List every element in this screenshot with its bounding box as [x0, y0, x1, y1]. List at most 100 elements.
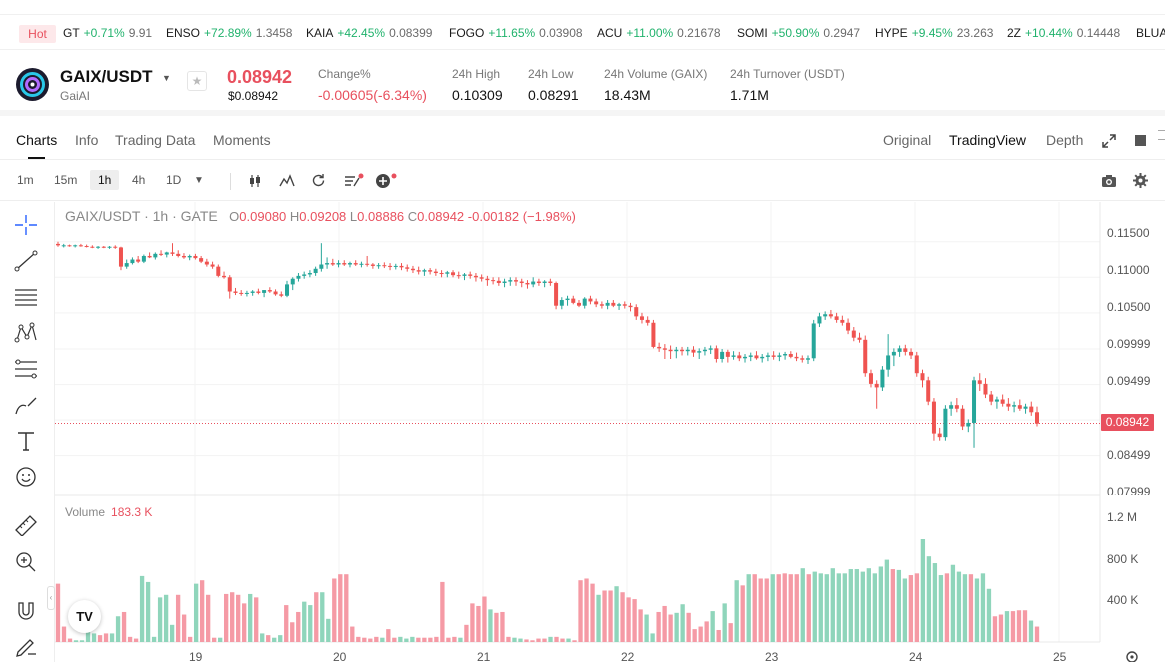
volume-bar [554, 636, 559, 642]
brush-tool-icon[interactable] [14, 394, 38, 416]
volume-bar [758, 578, 763, 642]
trend-line-tool-icon[interactable] [14, 250, 38, 272]
ticker-symbol: ACU [597, 26, 623, 40]
candle-body [972, 380, 977, 423]
ticker-item[interactable]: KAIA +42.45% 0.08399 [306, 26, 432, 40]
fib-tool-icon[interactable] [14, 358, 38, 380]
volume-bar [260, 633, 265, 642]
tab-charts[interactable]: Charts [16, 132, 58, 148]
indicators-icon[interactable] [279, 174, 295, 188]
tab-tradingview[interactable]: TradingView [949, 132, 1027, 148]
tab-depth[interactable]: Depth [1046, 132, 1084, 148]
candle-body [559, 300, 564, 306]
volume-bar [73, 640, 79, 642]
price-axis-label: 0.11000 [1107, 263, 1150, 277]
refresh-icon[interactable] [311, 173, 326, 188]
menu-icon[interactable] [1158, 130, 1165, 140]
text-tool-icon[interactable] [14, 430, 38, 452]
candle-body [244, 292, 249, 294]
volume-bar [902, 578, 908, 642]
candle-body [101, 246, 106, 248]
pair-dropdown-caret-icon[interactable]: ▼ [162, 73, 171, 83]
candle-body [828, 314, 833, 317]
ticker-change: +50.90% [771, 26, 820, 40]
horizontal-lines-tool-icon[interactable] [14, 286, 38, 308]
candle-body [325, 263, 330, 265]
candle-body [565, 298, 570, 301]
candle-body [256, 291, 261, 293]
layout-toggle-icon[interactable] [1135, 135, 1146, 146]
candle-body [428, 270, 433, 272]
pattern-tool-icon[interactable] [14, 322, 38, 344]
ticker-change: +0.71% [83, 26, 125, 40]
volume-bar [506, 636, 511, 642]
ticker-item[interactable]: 2Z +10.44% 0.14448 [1007, 26, 1120, 40]
tab-moments[interactable]: Moments [213, 132, 271, 148]
ticker-item[interactable]: ACU +11.00% 0.21678 [597, 26, 721, 40]
interval-4h[interactable]: 4h [132, 173, 146, 187]
volume-bar [1028, 620, 1034, 642]
ticker-item[interactable]: GT +0.71% 9.91 [63, 26, 152, 40]
candle-body [473, 275, 478, 278]
candle-body [113, 246, 118, 248]
add-indicator-icon[interactable] [375, 172, 399, 190]
interval-1m[interactable]: 1m [17, 173, 34, 187]
hot-label[interactable]: Hot [19, 25, 56, 43]
tab-original[interactable]: Original [883, 132, 932, 148]
emoji-tool-icon[interactable] [14, 466, 38, 488]
magnet-tool-icon[interactable] [14, 600, 38, 622]
candle-body [754, 355, 759, 359]
volume-bar [320, 592, 325, 642]
volume-bar [242, 603, 247, 642]
legend-low-label: L [349, 209, 358, 224]
stat-24h-low: 24h Low 0.08291 [528, 67, 579, 105]
tab-info[interactable]: Info [75, 132, 99, 148]
candle-body [874, 383, 879, 388]
candle-body [78, 245, 83, 247]
interval-1h[interactable]: 1h [90, 170, 120, 190]
interval-15m[interactable]: 15m [54, 173, 78, 187]
candle-body [926, 380, 931, 402]
ticker-item[interactable]: ENSO +72.89% 1.3458 [166, 26, 292, 40]
candle-body [439, 273, 444, 275]
zoom-in-tool-icon[interactable] [14, 550, 38, 572]
volume-bar [224, 593, 229, 642]
ticker-item[interactable]: SOMI +50.90% 0.2947 [737, 26, 860, 40]
ticker-change: +42.45% [337, 26, 386, 40]
interval-dropdown-icon[interactable]: ▼ [194, 175, 204, 186]
candle-style-icon[interactable] [248, 174, 262, 188]
volume-bar [344, 574, 349, 642]
screenshot-camera-icon[interactable] [1101, 174, 1117, 188]
favorite-star-icon[interactable]: ★ [187, 71, 207, 91]
chart-area[interactable]: GAIX/USDT · 1h · GATE O0.09080 H0.09208 … [0, 202, 1165, 664]
pair-name[interactable]: GAIX/USDT [60, 67, 153, 86]
tab-trading-data[interactable]: Trading Data [115, 132, 196, 148]
candle-body [96, 246, 101, 248]
candle-body [720, 351, 725, 359]
fullscreen-icon[interactable] [1102, 134, 1116, 148]
tradingview-logo-icon[interactable]: TV [68, 600, 101, 633]
stat-value: -0.00605(-6.34%) [318, 87, 427, 103]
templates-icon[interactable] [344, 173, 364, 189]
volume-bar [926, 556, 932, 642]
volume-bar [356, 636, 361, 642]
legend-open-label: O [229, 209, 240, 224]
candle-body [891, 351, 896, 356]
lock-drawings-tool-icon[interactable] [14, 636, 38, 658]
ticker-item[interactable]: BLUA [1136, 26, 1165, 40]
volume-bar [668, 614, 673, 642]
candle-body [834, 316, 839, 320]
interval-1d[interactable]: 1D [166, 173, 182, 187]
collapse-toolbar-icon[interactable]: ‹ [47, 586, 55, 610]
volume-bar [698, 626, 703, 642]
ticker-price: 0.2947 [823, 26, 861, 40]
ticker-item[interactable]: FOGO +11.65% 0.03908 [449, 26, 583, 40]
volume-bar [584, 578, 589, 642]
ticker-item[interactable]: HYPE +9.45% 23.263 [875, 26, 993, 40]
chart-settings-gear-icon[interactable] [1133, 173, 1148, 188]
axis-settings-gear-icon[interactable] [1125, 650, 1139, 662]
ruler-tool-icon[interactable] [14, 514, 38, 536]
candle-body [863, 339, 868, 374]
price-chart-svg[interactable] [0, 202, 1165, 662]
crosshair-tool-icon[interactable] [14, 214, 38, 236]
